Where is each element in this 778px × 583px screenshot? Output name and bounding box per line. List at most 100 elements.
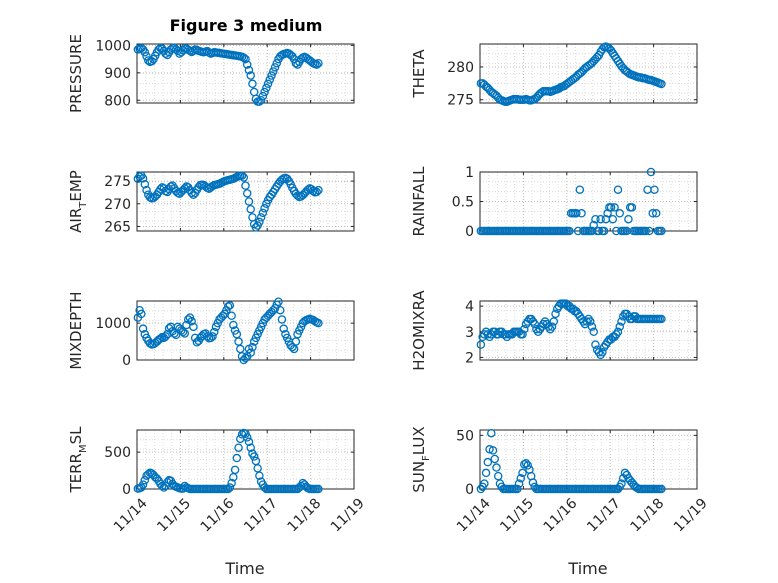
y-tick-label: 265	[104, 219, 131, 235]
data-point	[244, 197, 254, 206]
data-point	[594, 226, 604, 236]
data-point	[144, 469, 153, 479]
y-axis-label: SUNFLUX	[410, 426, 432, 492]
data-point	[156, 334, 165, 343]
data-point	[624, 214, 633, 224]
data-point	[645, 226, 654, 236]
data-point	[308, 186, 318, 196]
data-point	[156, 184, 165, 194]
data-point	[480, 479, 489, 488]
y-axis-label: H2OMIXRA	[410, 290, 428, 371]
data-point	[606, 203, 616, 212]
data-point	[657, 79, 666, 89]
data-point	[256, 213, 266, 222]
panel-mixdepth: 0 1000 MIXDEPTH	[67, 291, 355, 370]
y-tick-label: 0	[122, 353, 131, 369]
data-point	[230, 465, 240, 475]
y-tick-label: 900	[104, 66, 131, 82]
data-point	[312, 187, 321, 197]
data-point	[523, 461, 532, 470]
y-tick-label: 500	[104, 445, 131, 461]
y-axis-label-part: TERR	[67, 453, 85, 494]
data-point	[263, 79, 273, 89]
data-point	[617, 479, 626, 488]
data-point	[239, 53, 249, 62]
grid	[479, 301, 698, 360]
y-axis-label-part: EMP	[67, 170, 85, 201]
data-point	[242, 60, 252, 69]
data-point	[547, 322, 557, 331]
data-point	[260, 204, 269, 213]
data-point	[277, 315, 287, 324]
data-point	[591, 340, 600, 349]
data-point	[591, 214, 600, 224]
y-tick-label: 0	[465, 482, 474, 498]
axes-box	[479, 300, 698, 361]
data-point	[598, 348, 607, 357]
data-point	[223, 302, 233, 311]
x-tick-label: 11/16	[198, 495, 238, 535]
data-point	[613, 185, 623, 194]
y-axis-label-part: SL	[67, 426, 85, 445]
data-point	[208, 332, 217, 341]
data-point	[650, 185, 659, 194]
data-point	[487, 428, 496, 438]
data-point	[651, 209, 661, 218]
data-point	[234, 443, 243, 452]
data-point	[643, 185, 652, 194]
data-point	[314, 484, 323, 494]
data-point	[575, 185, 585, 194]
x-tick-label: 11/19	[671, 495, 711, 535]
x-tick-label: 11/14	[111, 495, 151, 535]
y-axis-label: MIXDEPTH	[67, 291, 85, 369]
y-axis-label-part: F	[421, 455, 432, 461]
series-markers	[133, 428, 323, 494]
data-point	[242, 189, 252, 198]
data-point	[279, 324, 288, 333]
data-point	[138, 324, 148, 333]
data-point	[275, 305, 285, 315]
data-point	[599, 226, 609, 236]
grid	[479, 44, 698, 103]
data-point	[260, 87, 269, 97]
data-point	[178, 327, 188, 337]
data-point	[585, 317, 595, 326]
data-point	[657, 226, 666, 236]
panel-rainfall: 0 0.5 1 RAINFALL	[410, 165, 698, 240]
series-markers	[476, 299, 666, 360]
panel-theta: 275 280 THETA	[410, 42, 698, 109]
data-point	[189, 322, 198, 332]
y-tick-label: 50	[456, 428, 474, 444]
series-markers	[476, 167, 666, 236]
data-point	[641, 226, 651, 236]
data-point	[518, 468, 527, 478]
panel-pressure: 800 900 1000 PRESSURE	[67, 34, 355, 113]
data-point	[518, 330, 527, 339]
data-point	[521, 459, 531, 468]
series-markers	[133, 297, 323, 365]
panel-terr_msl: 0 500 11/14 11/15 11/16 11/17 11/18 11/19 TERRMS…	[67, 426, 368, 535]
data-point	[303, 185, 313, 194]
data-point	[246, 443, 255, 452]
data-point	[587, 322, 597, 331]
x-tick-label: 11/18	[628, 495, 668, 535]
data-point	[246, 204, 255, 214]
y-tick-label: 270	[104, 197, 131, 213]
data-point	[249, 452, 259, 461]
data-point	[248, 342, 257, 352]
axes-box	[136, 43, 355, 104]
data-point	[646, 167, 656, 177]
data-point	[493, 471, 503, 481]
grid	[479, 171, 698, 232]
data-point	[144, 56, 153, 65]
data-point	[227, 478, 236, 488]
panel-sun_flux: 0 50 11/14 11/15 11/16 11/17 11/18 11/19 SUNFLUX	[410, 426, 711, 535]
data-point	[262, 83, 271, 93]
data-point	[225, 483, 235, 492]
panel-air_temp: 265 270 275 AIRTEMP	[67, 170, 355, 235]
data-point	[657, 314, 666, 324]
data-point	[589, 327, 598, 337]
x-axis-label-left: Time	[224, 559, 264, 578]
data-point	[258, 91, 268, 101]
